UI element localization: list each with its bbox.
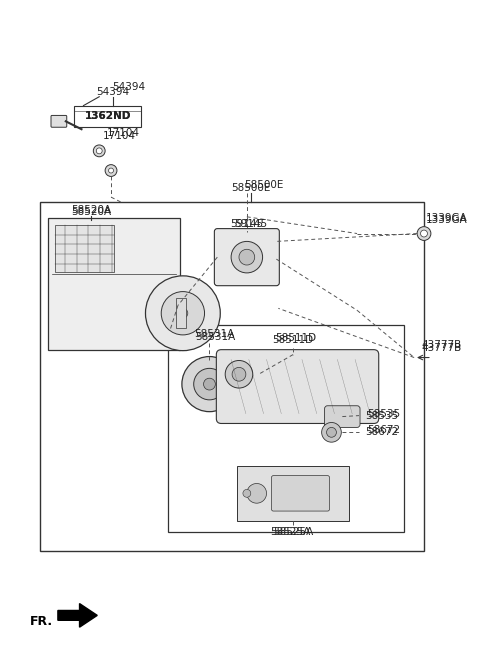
Circle shape: [231, 241, 263, 273]
Text: 43777B: 43777B: [421, 343, 461, 353]
Text: 58535: 58535: [367, 409, 400, 419]
Text: 54394: 54394: [96, 87, 130, 97]
Bar: [168, 325, 404, 532]
Text: 17104: 17104: [107, 128, 139, 138]
Text: 58535: 58535: [365, 411, 398, 420]
Text: 58672: 58672: [367, 425, 400, 436]
Text: 58672: 58672: [365, 427, 398, 438]
Circle shape: [326, 428, 336, 438]
Circle shape: [194, 369, 225, 400]
Text: 43777B: 43777B: [421, 340, 461, 350]
FancyBboxPatch shape: [324, 406, 360, 428]
Circle shape: [161, 292, 204, 335]
Text: 1339GA: 1339GA: [426, 215, 468, 225]
Text: 54394: 54394: [112, 82, 145, 92]
Circle shape: [232, 367, 246, 381]
FancyBboxPatch shape: [216, 350, 379, 424]
Polygon shape: [178, 279, 198, 308]
Text: FR.: FR.: [30, 615, 53, 628]
Circle shape: [178, 308, 188, 318]
Text: 58525A: 58525A: [273, 527, 313, 537]
Text: 58520A: 58520A: [72, 205, 111, 215]
Text: 59145: 59145: [230, 219, 264, 229]
Circle shape: [204, 378, 216, 390]
Polygon shape: [58, 604, 97, 627]
Text: 58500E: 58500E: [231, 183, 270, 193]
Circle shape: [105, 165, 117, 177]
Text: 58511D: 58511D: [273, 335, 313, 345]
Bar: [176, 298, 186, 328]
Circle shape: [247, 484, 266, 503]
Circle shape: [93, 145, 105, 157]
Circle shape: [420, 230, 428, 237]
Circle shape: [145, 276, 220, 351]
Text: 1362ND: 1362ND: [85, 112, 131, 122]
Circle shape: [417, 227, 431, 240]
Bar: [40, 202, 424, 551]
FancyBboxPatch shape: [272, 476, 329, 511]
Circle shape: [108, 168, 113, 173]
FancyBboxPatch shape: [51, 116, 67, 127]
Text: 59145: 59145: [234, 219, 267, 229]
Text: 1339GA: 1339GA: [426, 213, 468, 223]
Circle shape: [239, 249, 255, 265]
Circle shape: [182, 357, 237, 412]
FancyBboxPatch shape: [48, 217, 180, 350]
Circle shape: [225, 361, 253, 388]
Text: 58520A: 58520A: [72, 207, 111, 217]
FancyBboxPatch shape: [215, 229, 279, 286]
Text: 58525A: 58525A: [270, 527, 310, 537]
Text: 58531A: 58531A: [196, 332, 236, 342]
Text: 58500E: 58500E: [244, 180, 283, 191]
Circle shape: [243, 489, 251, 497]
Text: 17104: 17104: [102, 131, 135, 141]
Circle shape: [322, 422, 341, 442]
Text: 58511D: 58511D: [276, 333, 317, 343]
FancyBboxPatch shape: [237, 466, 349, 521]
Text: 58531A: 58531A: [194, 329, 234, 339]
Bar: [55, 225, 114, 272]
Circle shape: [96, 148, 102, 154]
Text: 1362ND: 1362ND: [85, 112, 131, 122]
Bar: [73, 106, 141, 127]
